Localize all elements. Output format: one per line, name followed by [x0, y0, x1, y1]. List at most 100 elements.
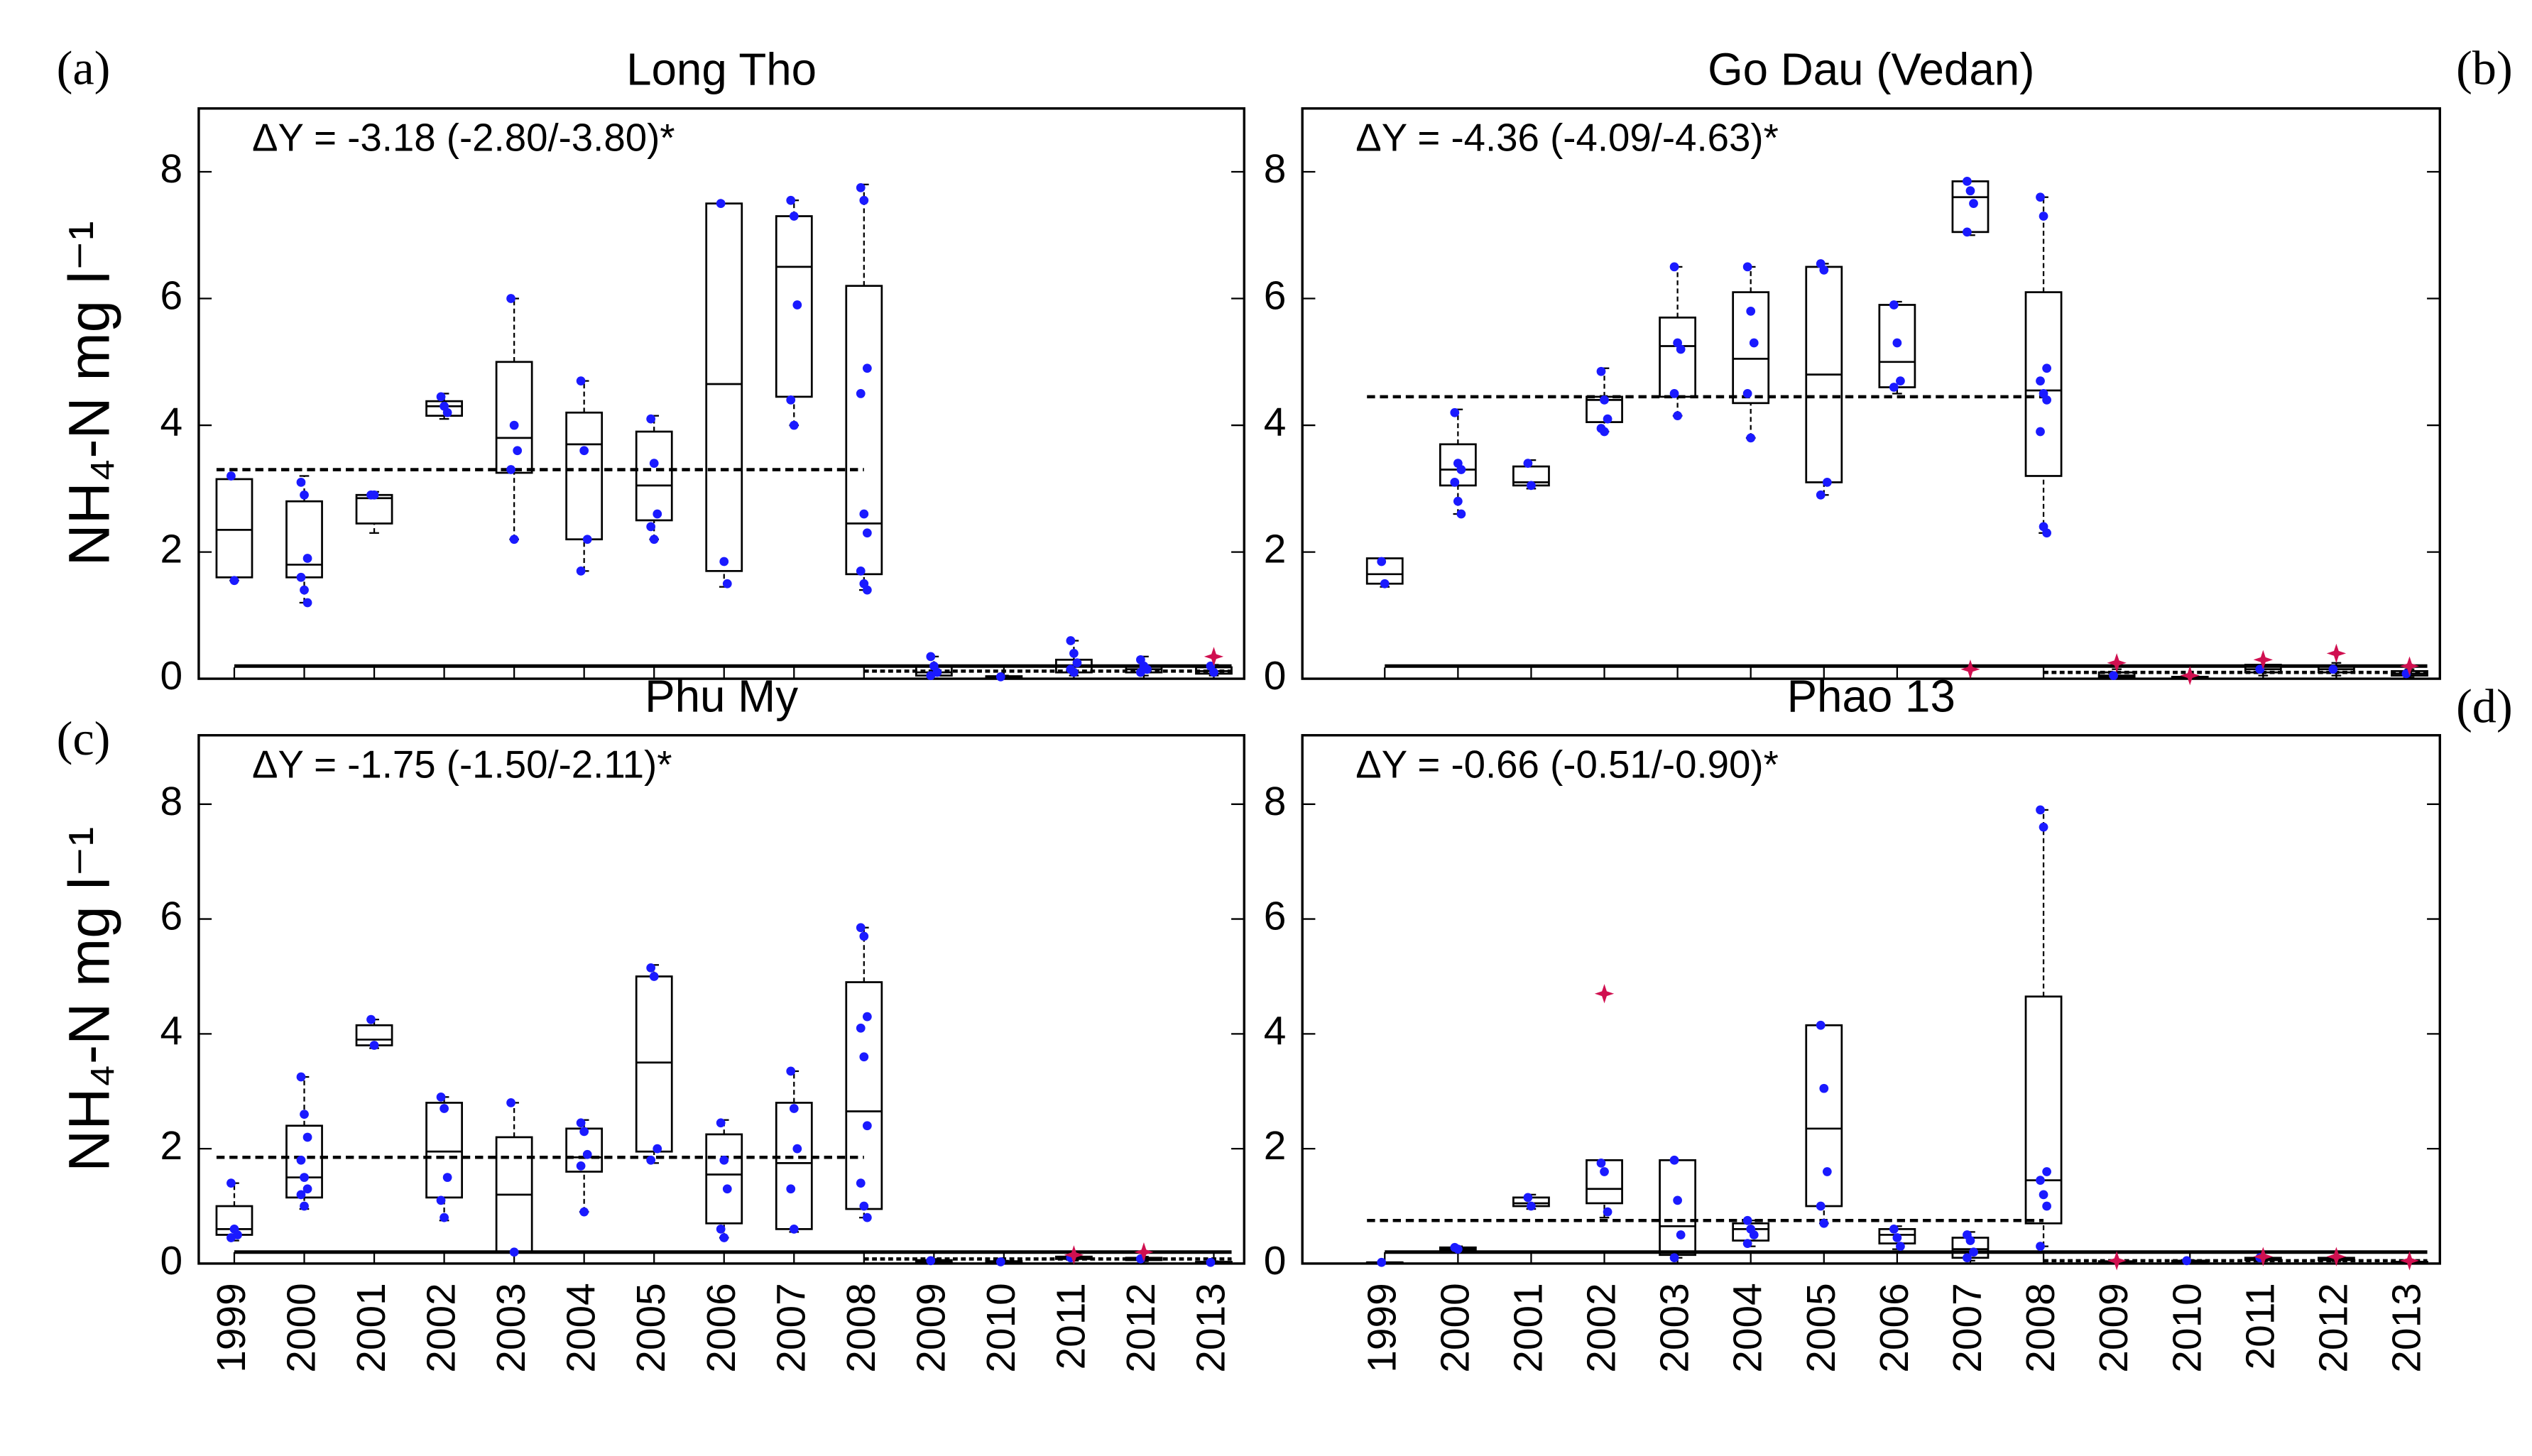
data-point — [509, 1247, 519, 1257]
annotation: ΔY = -0.66 (-0.51/-0.90)* — [1355, 743, 1779, 787]
data-point — [1742, 262, 1752, 272]
data-point — [649, 459, 659, 468]
data-point — [1742, 1215, 1752, 1225]
data-point — [1453, 1244, 1463, 1254]
data-point — [2036, 1176, 2045, 1185]
y-tick-label: 6 — [1264, 273, 1287, 319]
data-point — [300, 1201, 309, 1211]
data-point — [1965, 186, 1975, 196]
data-point — [579, 1127, 589, 1137]
x-tick-label: 2013 — [2384, 1283, 2430, 1373]
outlier — [2399, 656, 2420, 676]
x-tick-label: 2012 — [2310, 1283, 2356, 1373]
data-point — [926, 652, 936, 662]
data-point — [862, 1012, 872, 1022]
data-point — [1819, 266, 1829, 275]
y-tick-label: 2 — [1264, 1123, 1287, 1168]
data-point — [513, 446, 523, 456]
box — [775, 1102, 813, 1230]
data-point — [1676, 1230, 1686, 1239]
annotation: ΔY = -3.18 (-2.80/-3.80)* — [252, 116, 675, 160]
data-point — [1450, 478, 1460, 487]
data-point — [296, 572, 306, 582]
data-point — [2039, 1190, 2048, 1200]
data-point — [792, 1144, 802, 1154]
y-tick-label: 0 — [1264, 653, 1287, 699]
data-point — [296, 1155, 306, 1165]
data-point — [1209, 667, 1218, 677]
panel-label: (b) — [2456, 40, 2513, 94]
data-point — [2039, 212, 2048, 221]
data-point — [1896, 376, 1905, 385]
data-point — [1822, 1167, 1832, 1176]
data-point — [296, 1072, 306, 1082]
data-point — [859, 509, 869, 519]
data-point — [1673, 411, 1682, 421]
x-tick-label: 2010 — [2164, 1283, 2210, 1373]
data-point — [369, 1041, 379, 1050]
data-point — [579, 446, 589, 456]
data-point — [789, 1224, 799, 1234]
data-point — [2255, 664, 2265, 674]
panel-title: Phu My — [645, 671, 798, 722]
data-point — [1523, 1193, 1533, 1203]
data-point — [1816, 490, 1826, 500]
outlier — [2399, 1251, 2420, 1271]
data-point — [653, 509, 662, 519]
y-tick-label: 0 — [160, 1238, 183, 1283]
box — [705, 1133, 743, 1225]
box — [705, 202, 743, 572]
data-point — [1603, 1207, 1612, 1217]
data-point — [1377, 557, 1387, 566]
data-point — [506, 294, 515, 303]
panel-label: (d) — [2456, 679, 2513, 733]
x-tick-label: 2009 — [908, 1283, 954, 1373]
data-point — [302, 598, 312, 608]
outlier — [2326, 643, 2347, 664]
box — [495, 361, 533, 474]
box — [2024, 995, 2063, 1225]
data-point — [1669, 1155, 1679, 1165]
data-point — [1673, 1195, 1682, 1205]
outlier — [2107, 1251, 2127, 1271]
data-point — [859, 195, 869, 205]
data-point — [856, 389, 866, 398]
data-point — [2042, 1201, 2051, 1211]
data-point — [1380, 579, 1390, 589]
data-point — [1527, 481, 1536, 491]
x-tick-label: 2009 — [2091, 1283, 2137, 1373]
data-point — [926, 1256, 936, 1266]
data-point — [716, 1118, 726, 1128]
y-tick-label: 8 — [1264, 146, 1287, 192]
data-point — [862, 528, 872, 538]
y-tick-label: 2 — [1264, 527, 1287, 572]
data-point — [302, 554, 312, 563]
data-point — [1066, 636, 1076, 645]
data-point — [1963, 1253, 1972, 1263]
data-point — [576, 376, 586, 385]
data-point — [1456, 465, 1466, 474]
x-tick-label: 2001 — [349, 1283, 394, 1373]
panel-label: (a) — [57, 40, 111, 94]
data-point — [1965, 1236, 1975, 1245]
plot-frame — [197, 734, 1245, 1265]
data-point — [646, 963, 656, 973]
outlier — [1134, 1242, 1154, 1262]
x-tick-label: 2013 — [1189, 1283, 1234, 1373]
x-tick-label: 2005 — [628, 1283, 674, 1373]
data-point — [1816, 1201, 1826, 1211]
box — [215, 478, 253, 579]
x-tick-label: 2003 — [489, 1283, 534, 1373]
data-point — [366, 1014, 376, 1024]
data-point — [300, 490, 309, 500]
data-point — [786, 195, 796, 205]
outlier — [1594, 984, 1615, 1004]
outlier — [1064, 1245, 1084, 1265]
data-point — [436, 1195, 446, 1205]
data-point — [1072, 658, 1082, 668]
data-point — [582, 535, 592, 544]
data-point — [1206, 1257, 1216, 1267]
data-point — [576, 1161, 586, 1171]
data-point — [862, 1213, 872, 1222]
data-point — [2036, 376, 2045, 385]
